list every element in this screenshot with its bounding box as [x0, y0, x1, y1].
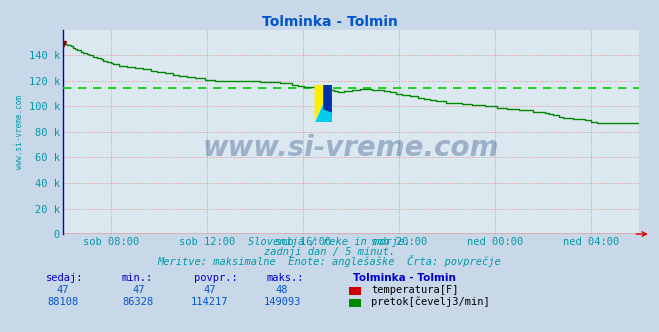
Text: Slovenija / reke in morje.: Slovenija / reke in morje. — [248, 237, 411, 247]
Text: 47: 47 — [132, 285, 144, 295]
Polygon shape — [314, 85, 332, 122]
Text: zadnji dan / 5 minut.: zadnji dan / 5 minut. — [264, 247, 395, 257]
Text: www.si-vreme.com: www.si-vreme.com — [15, 95, 24, 169]
Text: pretok[čevelj3/min]: pretok[čevelj3/min] — [371, 296, 490, 307]
Text: povpr.:: povpr.: — [194, 273, 238, 283]
Text: 48: 48 — [276, 285, 288, 295]
Polygon shape — [314, 85, 332, 122]
Text: 88108: 88108 — [47, 297, 78, 307]
Text: temperatura[F]: temperatura[F] — [371, 285, 459, 295]
Text: 114217: 114217 — [191, 297, 228, 307]
FancyBboxPatch shape — [314, 85, 332, 122]
Text: min.:: min.: — [122, 273, 153, 283]
Polygon shape — [324, 85, 332, 113]
Text: Tolminka - Tolmin: Tolminka - Tolmin — [262, 15, 397, 29]
Text: maks.:: maks.: — [267, 273, 304, 283]
Text: 47: 47 — [204, 285, 215, 295]
Text: 86328: 86328 — [123, 297, 154, 307]
Text: 149093: 149093 — [264, 297, 301, 307]
Text: Tolminka - Tolmin: Tolminka - Tolmin — [353, 273, 455, 283]
Text: 47: 47 — [57, 285, 69, 295]
Text: www.si-vreme.com: www.si-vreme.com — [203, 134, 499, 162]
Text: Meritve: maksimalne  Enote: anglešaške  Črta: povprečje: Meritve: maksimalne Enote: anglešaške Čr… — [158, 255, 501, 267]
Text: sedaj:: sedaj: — [46, 273, 84, 283]
